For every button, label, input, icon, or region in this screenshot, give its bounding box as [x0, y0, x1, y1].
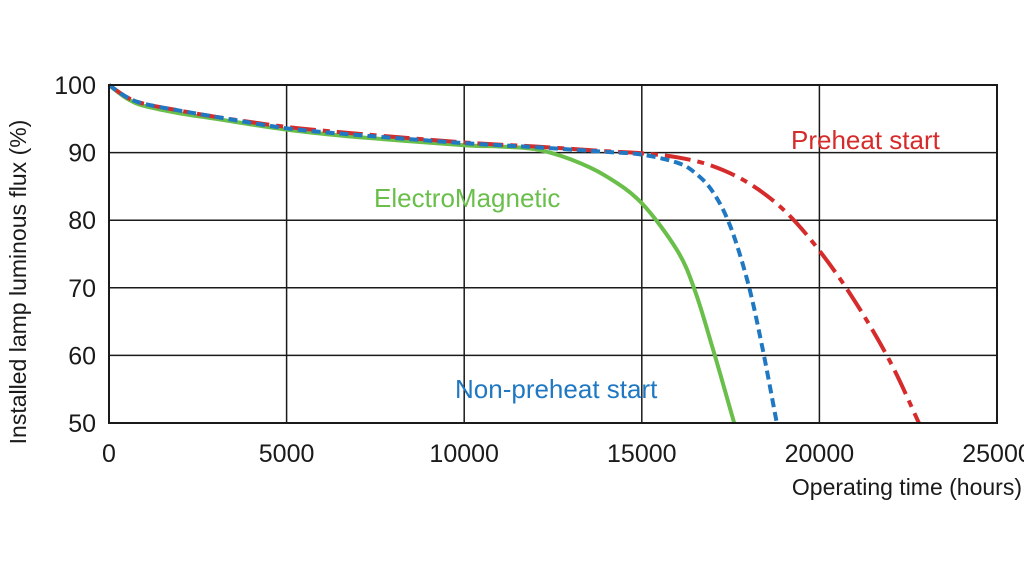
x-tick-label: 20000 — [785, 440, 855, 468]
y-tick-label: 100 — [54, 72, 96, 100]
series-line-electromagnetic — [107, 83, 737, 424]
series-line-non-preheat-start — [107, 83, 779, 424]
series-label-non-preheat-start: Non-preheat start — [455, 374, 658, 404]
x-tick-label: 25000 — [962, 440, 1024, 468]
x-tick-label: 10000 — [429, 440, 499, 468]
series-label-preheat-start: Preheat start — [791, 125, 941, 155]
y-tick-label: 90 — [68, 140, 96, 168]
series-label-electromagnetic: ElectroMagnetic — [374, 183, 560, 213]
x-axis-title: Operating time (hours) — [792, 474, 1022, 500]
y-tick-label: 80 — [68, 207, 96, 235]
y-tick-label: 70 — [68, 275, 96, 303]
y-tick-label: 50 — [68, 410, 96, 438]
y-axis-title: Installed lamp luminous flux (%) — [5, 120, 31, 445]
plot-frame — [108, 84, 998, 424]
tick-labels: 0 5000 10000 15000 20000 25000 50 60 70 80 90 100 — [54, 72, 1024, 468]
y-tick-label: 60 — [68, 342, 96, 370]
x-tick-label: 15000 — [607, 440, 677, 468]
series-lines — [107, 83, 921, 424]
x-tick-label: 0 — [102, 440, 116, 468]
x-tick-label: 5000 — [259, 440, 315, 468]
